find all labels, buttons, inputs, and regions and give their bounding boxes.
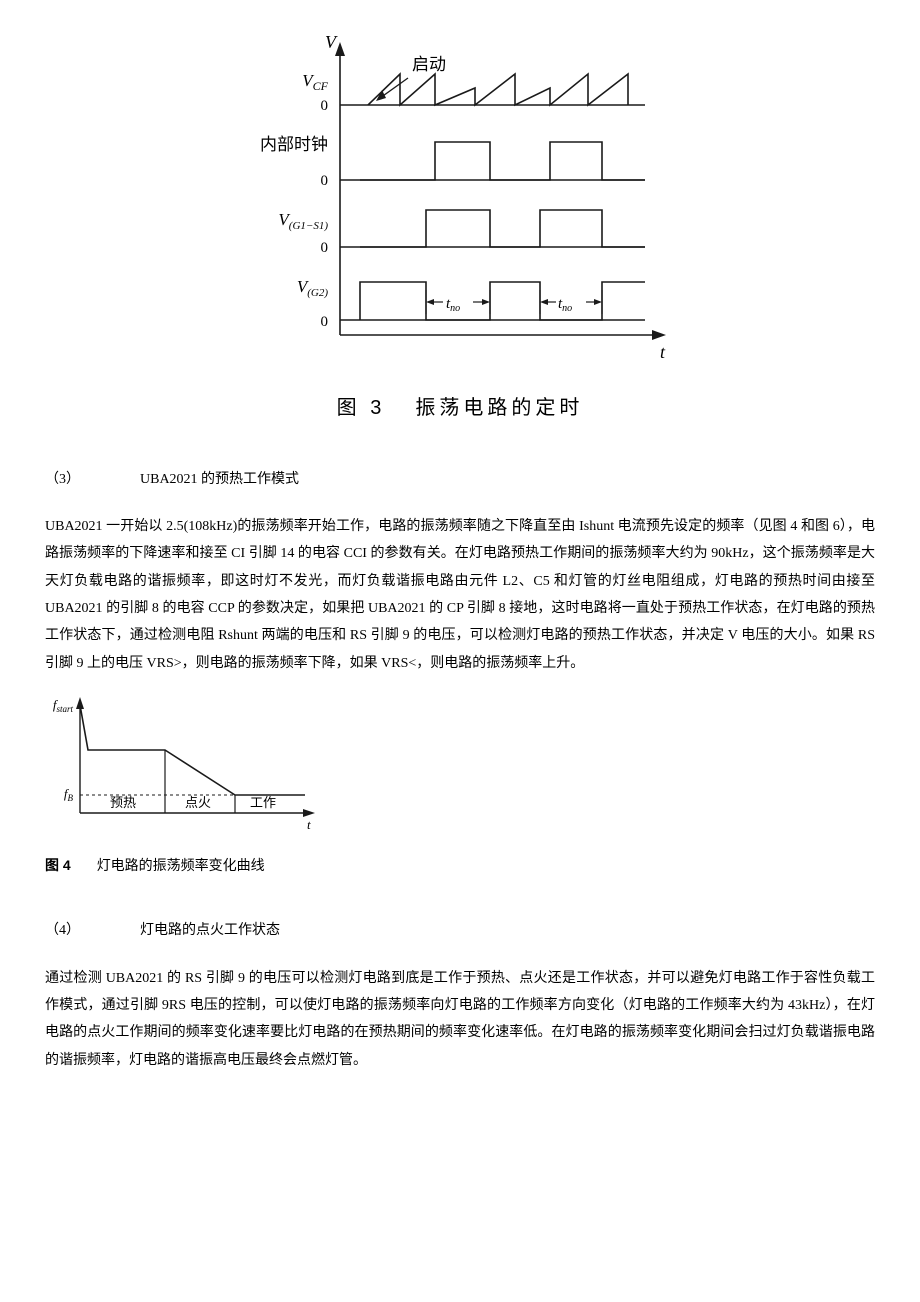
section-4-heading: （4）灯电路的点火工作状态 <box>45 918 875 945</box>
section-4-title: 灯电路的点火工作状态 <box>140 923 280 938</box>
figure-4: fstart fB t 预热 点火 工作 图 4 灯电路的振荡频率变化曲线 <box>45 695 875 878</box>
section-4-number: （4） <box>45 918 140 945</box>
fig3-startup-label: 启动 <box>412 55 446 74</box>
fig3-vg2-label: V(G2) <box>297 277 328 299</box>
section-3-heading: （3）UBA2021 的预热工作模式 <box>45 467 875 494</box>
fig4-phase-2: 点火 <box>185 795 211 810</box>
fig4-fstart: fstart <box>53 697 74 714</box>
fig3-zero-3: 0 <box>321 240 329 256</box>
fig4-phase-1: 预热 <box>110 795 136 810</box>
fig3-vg1s1-label: V(G1−S1) <box>278 210 328 232</box>
fig3-tno-2: tno <box>558 296 572 314</box>
fig3-zero-4: 0 <box>321 314 329 330</box>
figure-4-svg: fstart fB t 预热 点火 工作 <box>45 695 335 835</box>
fig3-v-label: V <box>325 32 338 52</box>
fig4-phase-3: 工作 <box>250 795 276 810</box>
section-3-title: UBA2021 的预热工作模式 <box>140 472 299 487</box>
figure-4-caption: 图 4 灯电路的振荡频率变化曲线 <box>45 852 875 879</box>
section-3-paragraph: UBA2021 一开始以 2.5(108kHz)的振荡频率开始工作，电路的振荡频… <box>45 513 875 677</box>
fig4-caption-num: 图 4 <box>45 857 71 873</box>
fig3-zero-1: 0 <box>321 98 329 114</box>
figure-3-svg: V t VCF 0 启动 内部时钟 0 V(G1−S1) 0 V(G2) 0 t… <box>230 30 690 370</box>
fig3-vcf-label: VCF <box>302 71 328 93</box>
fig3-clock-label: 内部时钟 <box>260 135 328 154</box>
fig3-caption-num: 图 3 <box>337 397 386 419</box>
fig3-t-label: t <box>660 342 666 362</box>
fig3-caption-text: 振荡电路的定时 <box>415 397 583 419</box>
figure-3-caption: 图 3 振荡电路的定时 <box>45 389 875 427</box>
fig4-fb: fB <box>64 786 74 803</box>
fig3-tno-1: tno <box>446 296 460 314</box>
figure-3: V t VCF 0 启动 内部时钟 0 V(G1−S1) 0 V(G2) 0 t… <box>45 30 875 427</box>
fig3-zero-2: 0 <box>321 173 329 189</box>
section-3-number: （3） <box>45 467 140 494</box>
fig4-caption-text: 灯电路的振荡频率变化曲线 <box>97 857 265 873</box>
fig4-t: t <box>307 817 311 832</box>
section-4-paragraph: 通过检测 UBA2021 的 RS 引脚 9 的电压可以检测灯电路到底是工作于预… <box>45 965 875 1074</box>
